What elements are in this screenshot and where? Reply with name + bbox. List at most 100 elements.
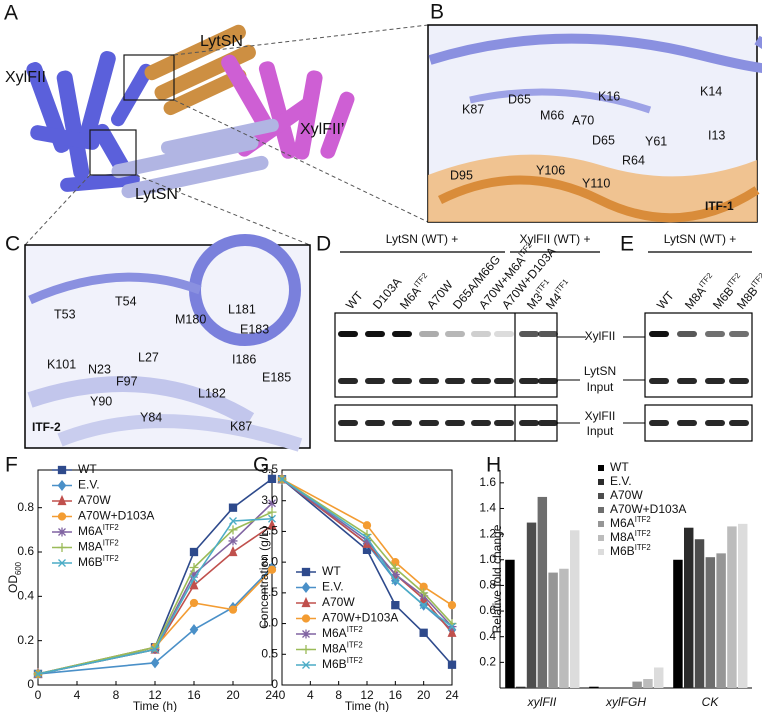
structure-b	[427, 24, 762, 223]
y-tick-label: 1.4	[479, 501, 496, 515]
legend-label: E.V.	[610, 474, 632, 488]
input-band	[649, 420, 669, 426]
input-band	[729, 420, 749, 426]
marker	[419, 601, 428, 610]
legend-label: A70W+D103A	[322, 611, 398, 625]
marker	[391, 576, 400, 585]
plot-frame	[281, 469, 453, 686]
y-tick-label: 0.2	[17, 633, 34, 647]
marker	[301, 629, 311, 639]
marker	[419, 628, 428, 637]
pulldown-band	[365, 331, 385, 337]
marker	[228, 503, 238, 512]
marker	[190, 574, 198, 583]
residue-label: L182	[198, 386, 226, 400]
bar	[727, 526, 737, 688]
marker	[228, 536, 238, 546]
panel-label: H	[486, 454, 501, 477]
marker	[57, 543, 67, 552]
molecule-label: LytSN’	[135, 186, 182, 203]
x-tick-label: 8	[113, 688, 120, 702]
panel-label: E	[620, 233, 634, 256]
bar	[738, 523, 748, 688]
bar	[705, 557, 716, 688]
marker	[189, 624, 199, 636]
marker	[229, 517, 237, 525]
x-tick-label: 12	[148, 688, 162, 702]
legend-swatch	[598, 465, 604, 471]
legend-swatch	[598, 521, 604, 527]
band-label: XylFII	[585, 409, 616, 423]
superscript: ITF2	[697, 271, 714, 289]
molecule-label: LytSN	[200, 33, 243, 50]
y-axis-title: OD600	[6, 561, 22, 593]
y-tick-label: 3.0	[261, 493, 278, 507]
residue-label: I186	[232, 352, 256, 366]
superscript: ITF2	[725, 271, 742, 289]
y-axis-title: Relative fold change	[490, 524, 504, 633]
band-label: XylFII	[585, 329, 616, 343]
legend-label: M8AITF2	[78, 538, 119, 554]
lytsn-band	[538, 378, 558, 384]
superscript: ITF2	[103, 554, 119, 563]
marker	[57, 512, 67, 521]
superscript: ITF2	[635, 543, 651, 552]
residue-label: Y106	[536, 163, 565, 177]
y-axis-title: Concentration (g/L)	[257, 526, 271, 629]
legend-swatch	[598, 535, 604, 541]
input-band	[471, 420, 491, 426]
marker	[448, 622, 456, 631]
legend-label: M6BITF2	[78, 554, 119, 570]
legend-swatch	[598, 549, 604, 555]
pulldown-band	[494, 331, 514, 337]
lytsn-band	[471, 378, 491, 384]
marker	[189, 598, 199, 608]
pulldown-band	[392, 331, 412, 337]
legend-label: A70W	[78, 493, 111, 507]
y-tick-label: 1.0	[479, 552, 496, 566]
molecule-label: XylFII’	[300, 121, 344, 138]
x-tick-label: 12	[360, 688, 374, 702]
residue-label: A70	[572, 113, 594, 127]
x-tick-label: 0	[279, 688, 286, 702]
pulldown-band	[419, 331, 439, 337]
interface-label: ITF-2	[32, 420, 61, 434]
residue-label: L27	[138, 350, 159, 364]
subscript: 600	[14, 561, 23, 575]
lytsn-band	[649, 378, 669, 384]
lytsn-band	[519, 378, 539, 384]
y-tick-label: 2.5	[261, 524, 278, 538]
residue-label: R64	[622, 153, 645, 167]
x-tick-label: 20	[226, 688, 240, 702]
legend-label: A70W+D103A	[78, 509, 154, 523]
y-tick-label: 2.0	[261, 554, 278, 568]
marker	[267, 498, 277, 508]
bar	[589, 686, 599, 688]
y-tick-label: 0	[27, 677, 34, 691]
marker	[189, 579, 199, 590]
molecule-label: XylFII	[5, 69, 46, 86]
legend-label: M6AITF2	[78, 523, 119, 539]
bar	[516, 686, 526, 688]
marker	[228, 525, 238, 535]
residue-label: K101	[47, 357, 76, 371]
y-tick-label: 1.2	[479, 526, 496, 540]
pulldown-band	[445, 331, 465, 337]
legend-label: M6BITF2	[610, 543, 651, 559]
residue-label: I13	[708, 128, 725, 142]
bar	[643, 679, 653, 688]
legend-label: WT	[78, 462, 97, 476]
bar	[694, 539, 705, 688]
residue-label: Y90	[90, 394, 112, 408]
residue-label: K16	[598, 89, 620, 103]
residue-label: T54	[115, 294, 137, 308]
residue-label: E185	[262, 370, 291, 384]
input-band	[519, 420, 539, 426]
x-tick-label: xylFII	[527, 695, 557, 709]
input-band	[392, 420, 412, 426]
superscript: ITF2	[347, 625, 363, 634]
superscript: ITF2	[635, 515, 651, 524]
x-tick-label: 4	[74, 688, 81, 702]
y-tick-label: 0.8	[17, 500, 34, 514]
lytsn-band	[705, 378, 725, 384]
